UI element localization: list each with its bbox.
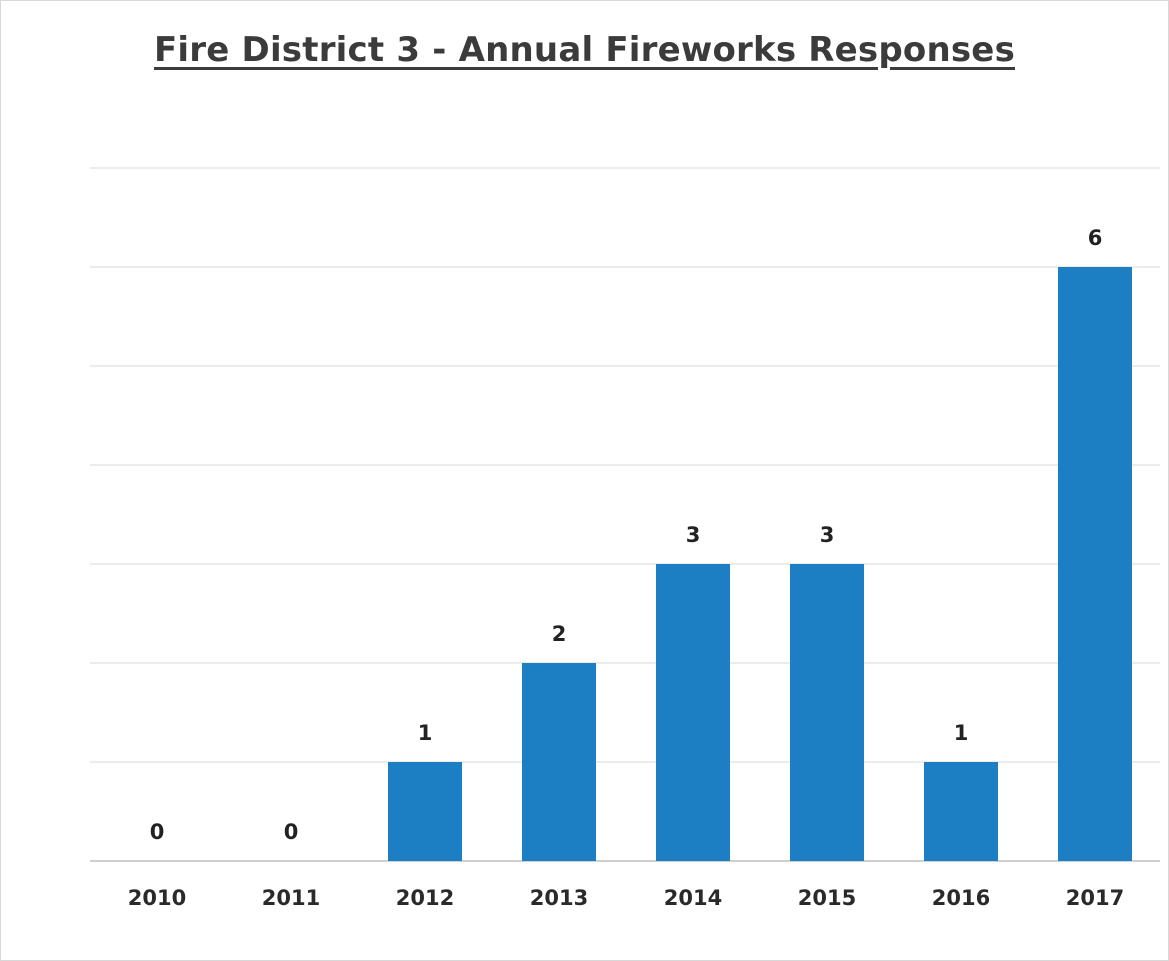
bar-2012 xyxy=(388,762,462,861)
bars xyxy=(388,267,1132,861)
x-tick-labels: 2010 2011 2012 2013 2014 2015 2016 2017 xyxy=(128,886,1124,910)
data-label-2016: 1 xyxy=(954,721,969,745)
data-label-2010: 0 xyxy=(150,820,165,844)
bar-2013 xyxy=(522,663,596,861)
bar-2017 xyxy=(1058,267,1132,861)
data-label-2015: 3 xyxy=(820,523,835,547)
data-label-2011: 0 xyxy=(284,820,299,844)
x-tick-2012: 2012 xyxy=(396,886,454,910)
x-tick-2011: 2011 xyxy=(262,886,320,910)
x-tick-2013: 2013 xyxy=(530,886,588,910)
data-labels: 0 0 1 2 3 3 1 6 xyxy=(150,226,1103,844)
data-label-2013: 2 xyxy=(552,622,567,646)
bar-2015 xyxy=(790,564,864,861)
chart-title: Fire District 3 - Annual Fireworks Respo… xyxy=(153,30,1016,70)
data-label-2017: 6 xyxy=(1088,226,1103,250)
bar-2016 xyxy=(924,762,998,861)
data-label-2012: 1 xyxy=(418,721,433,745)
x-tick-2015: 2015 xyxy=(798,886,856,910)
x-tick-2017: 2017 xyxy=(1066,886,1124,910)
x-tick-2010: 2010 xyxy=(128,886,186,910)
x-tick-2014: 2014 xyxy=(664,886,722,910)
x-tick-2016: 2016 xyxy=(932,886,990,910)
bar-2014 xyxy=(656,564,730,861)
gridlines xyxy=(90,167,1160,862)
data-label-2014: 3 xyxy=(686,523,701,547)
